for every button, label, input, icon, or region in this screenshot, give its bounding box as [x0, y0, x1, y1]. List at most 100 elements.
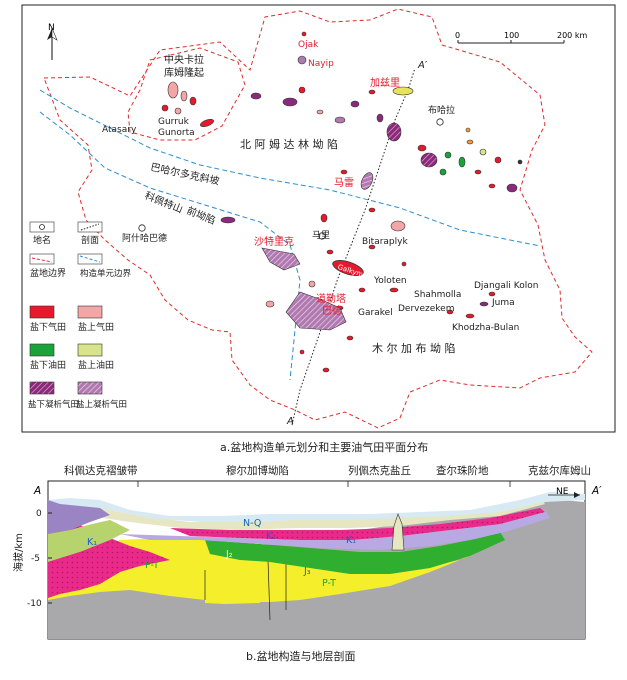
field-center-10 [346, 335, 354, 341]
marker-bukhara [436, 118, 444, 126]
layer-nq [48, 492, 585, 522]
field-east-8 [474, 169, 482, 175]
field-kopet [220, 216, 236, 224]
salt-dome [391, 513, 405, 551]
label-dauletabad-1: 道勒塔 [316, 292, 346, 305]
layer-j3 [205, 532, 505, 574]
field-east-10 [506, 183, 518, 193]
field-north-9 [386, 122, 402, 142]
label-section-a: A [286, 416, 294, 427]
field-galkynysh [332, 260, 364, 276]
place-marker-icon [39, 224, 45, 230]
field-center-2 [368, 207, 376, 213]
label-nayip: Nayip [308, 59, 334, 69]
field-south-1 [446, 309, 454, 315]
ne-label: NE [556, 487, 569, 497]
legend: 地名 剖面 盆地边界 构造单元边界 盐下气田 盐上气田 盐下油田 盐上油田 盐下… [28, 221, 132, 410]
field-center-8 [401, 261, 407, 267]
legend-swatch-suprasalt-gas [77, 305, 103, 319]
section-line-icon [80, 223, 100, 231]
label-yoloten: Yoloten [373, 276, 407, 286]
field-east-9 [494, 156, 502, 164]
field-gurruk-1 [167, 81, 179, 99]
strata-j3: J₃ [303, 566, 311, 577]
label-sahatlyk: 沙特里克 [254, 236, 294, 248]
field-south-3 [265, 300, 275, 308]
label-north-amu: 北 阿 姆 达 林 坳 陷 [240, 137, 338, 151]
legend-label-subsalt-oil: 盐下油田 [30, 359, 66, 371]
label-central-karakum-1: 中央卡拉 [164, 53, 204, 66]
field-malay [360, 172, 374, 190]
field-east-13 [517, 159, 523, 165]
map-caption: a.盆地构造单元划分和主要油气田平面分布 [220, 440, 428, 454]
label-khodzha: Khodzha-Bulan [452, 323, 519, 333]
field-north-5 [334, 116, 346, 124]
field-north-3 [298, 86, 306, 94]
strata-k1: K₁ [87, 537, 97, 548]
fold-belt-purple [48, 500, 110, 534]
field-north-7 [368, 89, 376, 95]
field-north-4 [316, 109, 324, 115]
field-east-6 [466, 139, 474, 145]
label-garakel: Garakel [358, 308, 393, 318]
field-north-8 [376, 113, 384, 123]
field-north-6 [350, 100, 360, 108]
field-djangali [488, 291, 496, 297]
layer-k2 [60, 498, 545, 530]
north-arrow: N [47, 23, 58, 60]
layer-j2 [120, 510, 550, 550]
field-center-3 [320, 213, 328, 223]
field-dauletabad [285, 291, 347, 331]
scale-tick-100: 100 [504, 31, 519, 40]
field-east-4 [444, 151, 452, 159]
legend-swatch-subsalt-oil [29, 343, 55, 357]
label-gazli: 加兹里 [370, 77, 400, 89]
section-top-4: 查尔珠阶地 [436, 464, 489, 477]
basin-boundary [43, 8, 593, 429]
label-gunorta: Gunorta [158, 128, 195, 138]
label-juma: Juma [491, 298, 515, 308]
label-dervezekem: Dervezekem [398, 304, 455, 314]
y-tick-10: -10 [27, 599, 42, 609]
legend-label-unit: 构造单元边界 [80, 268, 132, 279]
field-east-3 [439, 168, 447, 176]
section-end-a: A [33, 485, 41, 497]
fields [161, 31, 523, 373]
label-atasary: Atasary [102, 125, 137, 135]
field-center-4 [368, 244, 376, 250]
scale-tick-200: 200 km [557, 31, 587, 40]
field-center-6 [358, 287, 366, 293]
label-murgab: 木 尔 加 布 坳 陷 [372, 341, 455, 355]
unit-boundary-1 [39, 89, 541, 247]
label-ashgabat: 阿什哈巴德 [122, 232, 167, 244]
field-east-5 [458, 156, 466, 168]
field-gurruk-5 [174, 107, 182, 115]
marker-ashgabat [138, 224, 146, 232]
label-ojak: Ojak [298, 40, 319, 50]
field-east-11 [488, 183, 496, 189]
label-bukhara: 布哈拉 [428, 104, 455, 116]
faults [267, 558, 287, 621]
section-top-2: 穆尔加博坳陷 [226, 464, 289, 477]
label-malay: 马雷 [334, 177, 354, 189]
map-frame [21, 4, 616, 433]
legend-label-subsalt-gas: 盐下气田 [30, 321, 66, 333]
label-mary: 马里 [312, 230, 330, 241]
label-djangali: Djangali Kolon [474, 281, 538, 291]
strata-pt-2: P-T [322, 578, 336, 589]
layer-pt [48, 532, 505, 602]
legend-label-section: 剖面 [81, 234, 99, 246]
field-east-7 [479, 148, 487, 156]
field-north-2 [282, 97, 298, 107]
marker-mary [318, 232, 326, 240]
field-center-1 [340, 169, 348, 175]
label-bitaraplyk: Bitaraplyk [362, 237, 408, 247]
field-center-7 [389, 287, 399, 293]
legend-swatch-subsalt-gas [29, 305, 55, 319]
field-gazli [392, 86, 414, 96]
legend-swatch-subsalt-condensate [29, 381, 55, 395]
label-dauletabad-2: 巴德 [322, 304, 342, 317]
field-east-12 [465, 127, 471, 133]
